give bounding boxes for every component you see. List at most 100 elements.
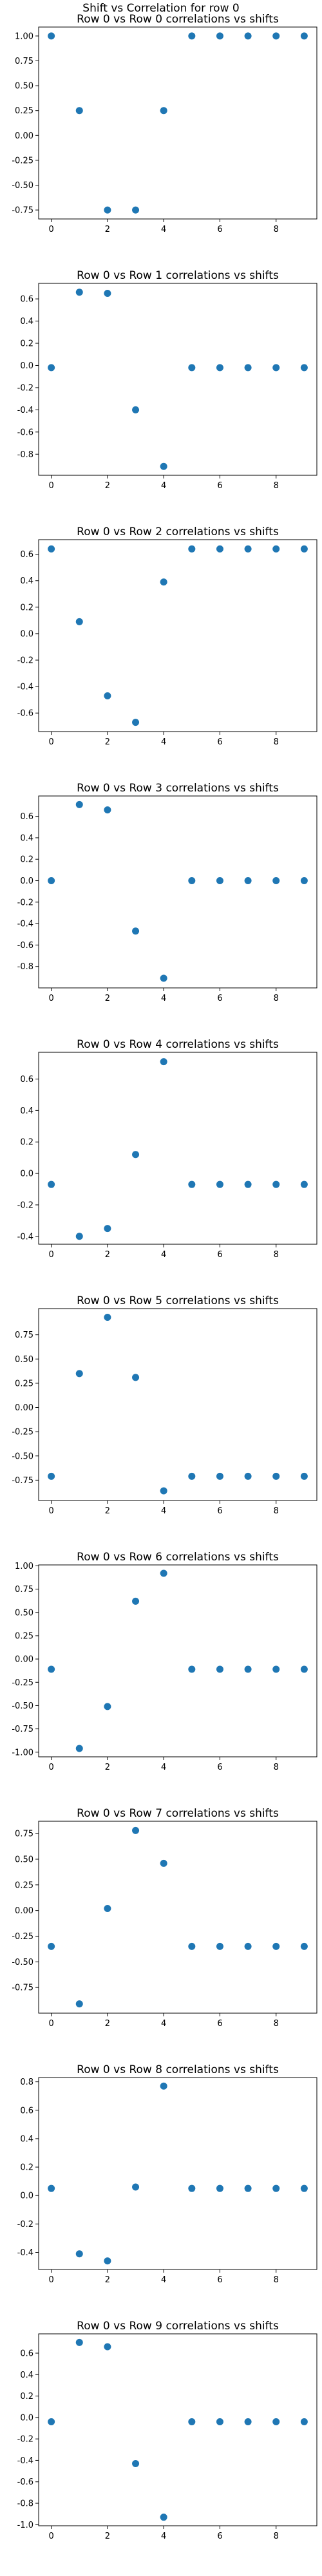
- y-tick-label: 0.25: [15, 1631, 33, 1641]
- data-point: [272, 1472, 280, 1480]
- y-tick-label: -0.25: [12, 1678, 33, 1688]
- data-point: [160, 107, 167, 115]
- y-tick-label: -1.0: [17, 2521, 33, 2530]
- x-tick-label: 4: [161, 481, 166, 491]
- y-tick-label: 0.00: [15, 1906, 33, 1916]
- y-tick-label: -0.8: [17, 962, 33, 972]
- chart-panel-6: Row 0 vs Row 6 correlations vs shifts 0 2 4…: [12, 1551, 317, 1772]
- data-point: [160, 1859, 167, 1867]
- data-point: [188, 32, 196, 40]
- data-point: [216, 1180, 223, 1188]
- y-tick-label: -0.25: [12, 156, 33, 166]
- plot-frame: [38, 283, 317, 476]
- x-tick-label: 8: [274, 994, 279, 1003]
- data-point: [48, 1180, 55, 1188]
- x-tick-label: 4: [161, 2019, 166, 2029]
- y-tick-label: 0.75: [15, 1585, 33, 1595]
- chart-title: Row 0 vs Row 4 correlations vs shifts: [77, 1038, 279, 1051]
- y-tick-label: -0.50: [12, 1452, 33, 1461]
- data-point: [244, 545, 252, 553]
- data-point: [104, 1904, 111, 1912]
- y-tick-label: 0.6: [20, 295, 33, 305]
- chart-title: Row 0 vs Row 5 correlations vs shifts: [77, 1294, 279, 1307]
- data-point: [216, 364, 223, 372]
- y-tick-label: -0.4: [17, 406, 33, 415]
- chart-title: Row 0 vs Row 6 correlations vs shifts: [77, 1551, 279, 1564]
- x-tick-label: 2: [105, 737, 110, 747]
- plot-frame: [38, 1052, 317, 1245]
- data-point: [104, 1225, 111, 1233]
- y-tick-label: -0.4: [17, 2248, 33, 2258]
- data-point: [75, 2338, 83, 2346]
- y-tick-label: 0.75: [15, 1331, 33, 1340]
- y-tick-label: 1.00: [15, 32, 33, 41]
- y-tick-label: 0.2: [20, 2163, 33, 2173]
- data-point: [300, 877, 308, 885]
- y-tick-label: -0.2: [17, 383, 33, 393]
- data-point: [244, 1180, 252, 1188]
- x-tick-label: 4: [161, 1763, 166, 1772]
- data-point: [75, 1745, 83, 1752]
- data-point: [272, 364, 280, 372]
- x-tick-label: 6: [217, 737, 222, 747]
- chart-title: Row 0 vs Row 2 correlations vs shifts: [77, 526, 279, 538]
- data-point: [160, 578, 167, 586]
- y-tick-label: 0.2: [20, 855, 33, 865]
- y-tick-label: -0.2: [17, 898, 33, 907]
- data-point: [272, 1665, 280, 1673]
- x-tick-label: 4: [161, 2275, 166, 2285]
- data-point: [104, 1314, 111, 1321]
- data-point: [75, 289, 83, 296]
- y-tick-label: 0.50: [15, 1855, 33, 1864]
- data-point: [132, 2183, 140, 2191]
- data-point: [132, 2459, 140, 2467]
- data-point: [216, 1472, 223, 1480]
- data-point: [188, 545, 196, 553]
- data-point: [132, 1374, 140, 1381]
- x-tick-label: 8: [274, 737, 279, 747]
- data-point: [188, 2184, 196, 2192]
- data-point: [300, 1180, 308, 1188]
- data-point: [272, 1942, 280, 1950]
- data-point: [300, 545, 308, 553]
- plot-frame: [38, 1564, 317, 1757]
- data-point: [104, 2257, 111, 2265]
- y-tick-label: -0.75: [12, 1725, 33, 1734]
- data-point: [104, 2343, 111, 2351]
- y-tick-label: 0.50: [15, 82, 33, 91]
- figure-title: Shift vs Correlation for row 0: [82, 2, 240, 15]
- y-tick-label: 0.00: [15, 131, 33, 141]
- y-tick-label: 0.75: [15, 1830, 33, 1839]
- y-tick-label: 0.0: [20, 2413, 33, 2423]
- data-point: [300, 364, 308, 372]
- x-tick-label: 8: [274, 1506, 279, 1516]
- y-tick-label: -0.4: [17, 2456, 33, 2466]
- x-tick-label: 6: [217, 481, 222, 491]
- y-tick-label: 0.0: [20, 1170, 33, 1179]
- data-point: [300, 2184, 308, 2192]
- data-point: [75, 2000, 83, 2008]
- y-tick-label: 0.75: [15, 57, 33, 66]
- y-tick-label: -0.4: [17, 1232, 33, 1242]
- x-tick-label: 8: [274, 1763, 279, 1772]
- y-tick-label: 0.50: [15, 1355, 33, 1365]
- y-tick-label: -0.50: [12, 1701, 33, 1711]
- data-point: [75, 618, 83, 625]
- x-tick-label: 4: [161, 1250, 166, 1260]
- y-tick-label: 0.6: [20, 812, 33, 822]
- x-tick-label: 6: [217, 1250, 222, 1260]
- data-point: [160, 2514, 167, 2521]
- data-point: [75, 1370, 83, 1378]
- y-tick-label: -0.4: [17, 683, 33, 692]
- data-point: [244, 2184, 252, 2192]
- x-tick-label: 4: [161, 2532, 166, 2541]
- data-point: [132, 719, 140, 726]
- data-point: [160, 1569, 167, 1577]
- x-tick-label: 0: [48, 1250, 53, 1260]
- y-tick-label: 1.00: [15, 1562, 33, 1571]
- y-tick-label: -0.6: [17, 941, 33, 951]
- data-point: [160, 1487, 167, 1495]
- data-point: [244, 364, 252, 372]
- data-point: [300, 1942, 308, 1950]
- data-point: [75, 107, 83, 115]
